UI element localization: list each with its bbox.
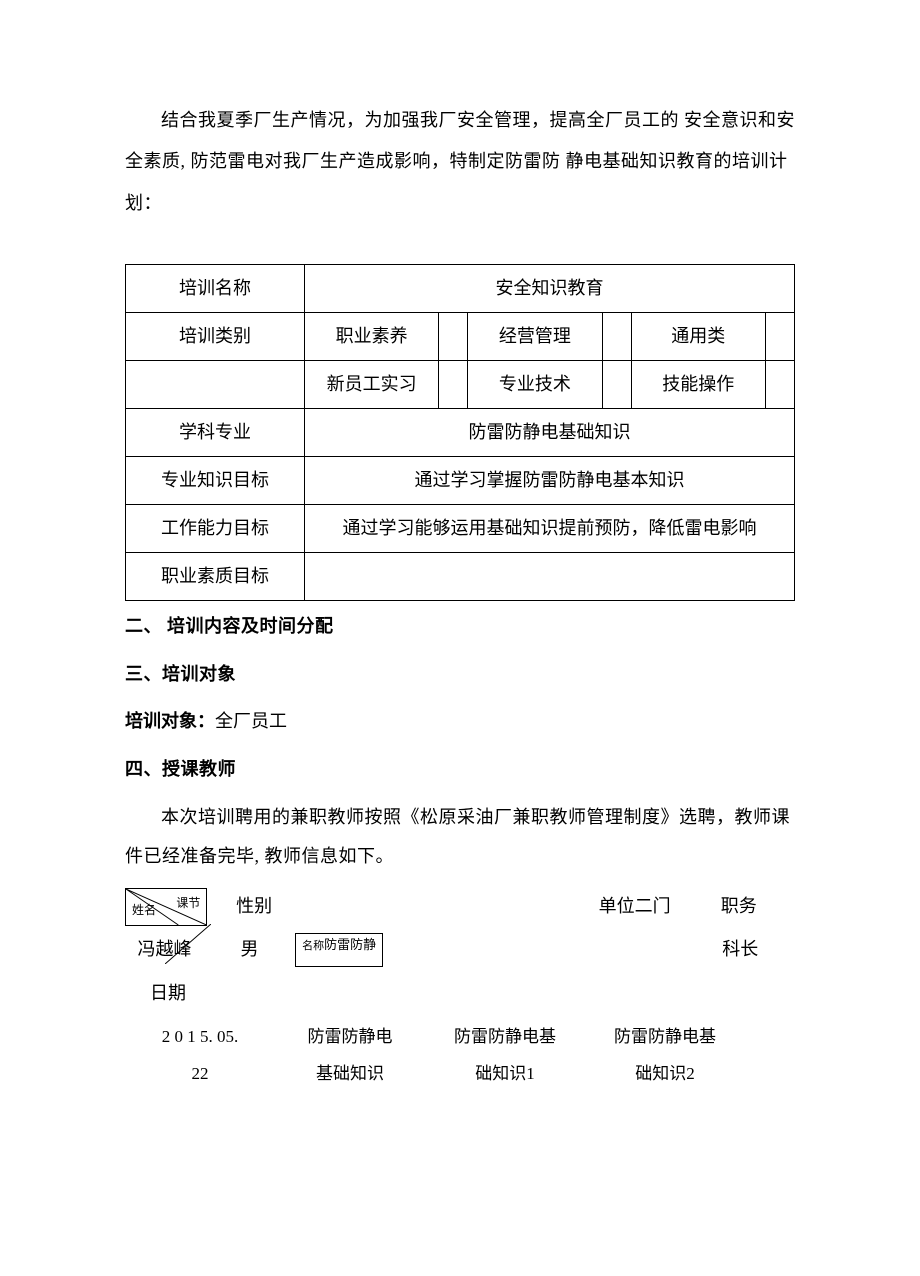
training-target-value: 全厂员工 [215, 711, 287, 731]
training-target-label: 培训对象： [125, 711, 215, 731]
section-heading-4: 四、授课教师 [125, 750, 795, 790]
cell-value: 新员工实习 [304, 361, 438, 409]
checkbox-cell [439, 361, 468, 409]
table-row: 职业素质目标 [126, 553, 795, 601]
course-name-box: 名称防雷防静 [295, 933, 383, 967]
section-heading-2: 二、 培训内容及时间分配 [125, 607, 795, 647]
cell-value: 通过学习掌握防雷防静电基本知识 [304, 457, 794, 505]
course-topic-1: 防雷防静电 基础知识 [275, 1018, 425, 1093]
course-topic-3: 防雷防静电基 础知识2 [585, 1018, 745, 1093]
cell-value: 安全知识教育 [304, 265, 794, 313]
teacher-info-area: 课节 姓名 性别 单位二门 职务 冯越峰 男 名称防雷防静 科长 日期 2 0 … [125, 887, 795, 1093]
teacher-data-row: 冯越峰 男 名称防雷防静 科长 [125, 930, 795, 970]
table-row: 培训类别 职业素养 经营管理 通用类 [126, 313, 795, 361]
cell-label: 学科专业 [126, 409, 305, 457]
intro-paragraph: 结合我夏季厂生产情况，为加强我厂安全管理，提高全厂员工的 安全意识和安全素质, … [125, 100, 795, 224]
checkbox-cell [602, 313, 631, 361]
diagonal-header-cell: 课节 姓名 [125, 888, 207, 926]
diag-top-label: 课节 [176, 890, 200, 916]
cell-label: 工作能力目标 [126, 505, 305, 553]
course-date: 2 0 1 5. 05. 22 [125, 1018, 275, 1093]
section-heading-3: 三、培训对象 [125, 655, 795, 695]
checkbox-cell [439, 313, 468, 361]
table-row: 培训名称 安全知识教育 [126, 265, 795, 313]
cell-label: 培训名称 [126, 265, 305, 313]
table-row: 学科专业 防雷防静电基础知识 [126, 409, 795, 457]
date-label: 日期 [125, 974, 211, 1014]
unit-header: 单位二门 [587, 887, 683, 927]
date-label-row: 日期 [125, 974, 795, 1014]
job-header: 职务 [700, 887, 777, 927]
cell-value: 专业技术 [468, 361, 602, 409]
cell-label: 专业知识目标 [126, 457, 305, 505]
course-topic-2: 防雷防静电基 础知识1 [425, 1018, 585, 1093]
cell-label [126, 361, 305, 409]
checkbox-cell [602, 361, 631, 409]
cell-value: 防雷防静电基础知识 [304, 409, 794, 457]
gender-header: 性别 [225, 887, 282, 927]
course-schedule-row: 2 0 1 5. 05. 22 防雷防静电 基础知识 防雷防静电基 础知识1 防… [125, 1018, 795, 1093]
teacher-name: 冯越峰 [125, 930, 204, 970]
cell-label: 培训类别 [126, 313, 305, 361]
teacher-job: 科长 [704, 930, 777, 970]
cell-value: 经营管理 [468, 313, 602, 361]
teacher-header-row: 课节 姓名 性别 单位二门 职务 [125, 887, 795, 927]
cell-value: 职业素养 [304, 313, 438, 361]
table-row: 工作能力目标 通过学习能够运用基础知识提前预防，降低雷电影响 [126, 505, 795, 553]
cell-value: 通用类 [631, 313, 765, 361]
teacher-intro-paragraph: 本次培训聘用的兼职教师按照《松原采油厂兼职教师管理制度》选聘，教师课件已经准备完… [125, 798, 795, 877]
table-row: 专业知识目标 通过学习掌握防雷防静电基本知识 [126, 457, 795, 505]
cell-value: 通过学习能够运用基础知识提前预防，降低雷电影响 [304, 505, 794, 553]
table-row: 新员工实习 专业技术 技能操作 [126, 361, 795, 409]
training-info-table: 培训名称 安全知识教育 培训类别 职业素养 经营管理 通用类 新员工实习 专业技… [125, 264, 795, 601]
checkbox-cell [765, 313, 794, 361]
cell-value: 技能操作 [631, 361, 765, 409]
training-target-line: 培训对象：全厂员工 [125, 702, 795, 742]
cell-label: 职业素质目标 [126, 553, 305, 601]
teacher-gender: 男 [222, 930, 277, 970]
checkbox-cell [765, 361, 794, 409]
diag-bot-label: 姓名 [132, 897, 156, 923]
cell-value [304, 553, 794, 601]
